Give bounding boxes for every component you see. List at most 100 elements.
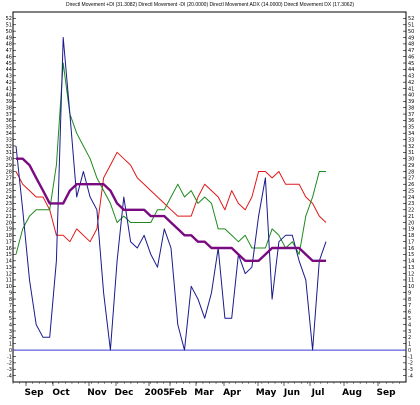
- y-tick-label-right: 48: [408, 42, 414, 48]
- y-tick-label-left: 18: [6, 233, 12, 239]
- y-tick-label-right: 29: [408, 163, 414, 169]
- y-tick-label-right: 46: [408, 54, 414, 60]
- y-tick-label-left: 6: [9, 310, 12, 316]
- y-tick-label-right: 30: [408, 157, 414, 163]
- y-tick-label-left: 41: [6, 86, 12, 92]
- y-tick-label-left: 25: [6, 188, 12, 194]
- y-tick-label-right: 38: [408, 105, 414, 111]
- y-tick-label-left: 24: [6, 195, 12, 201]
- y-tick-label-right: 22: [408, 208, 414, 214]
- y-tick-label-left: 15: [6, 252, 12, 258]
- y-tick-label-left: 0: [9, 348, 12, 354]
- y-tick-label-right: -1: [408, 354, 413, 360]
- y-tick-label-left: 12: [6, 271, 12, 277]
- y-tick-label-left: 50: [6, 29, 12, 35]
- y-tick-label-left: -2: [7, 361, 12, 367]
- y-tick-label-left: 11: [6, 278, 12, 284]
- y-tick-label-left: 33: [6, 137, 12, 143]
- y-tick-label-right: 42: [408, 80, 414, 86]
- y-tick-label-left: 34: [6, 131, 12, 137]
- y-tick-label-right: 41: [408, 86, 414, 92]
- y-tick-label-left: 2: [9, 335, 12, 341]
- y-tick-label-right: 20: [408, 220, 414, 226]
- y-tick-label-right: 9: [408, 290, 411, 296]
- y-tick-label-right: 1: [408, 342, 411, 348]
- y-tick-label-left: 30: [6, 157, 12, 163]
- y-tick-label-right: 13: [408, 265, 414, 271]
- y-tick-label-left: 37: [6, 112, 12, 118]
- y-tick-label-right: 51: [408, 23, 414, 29]
- y-tick-label-right: 43: [408, 74, 414, 80]
- y-tick-label-right: 27: [408, 176, 414, 182]
- y-tick-label-left: 49: [6, 35, 12, 41]
- y-tick-label-left: 40: [6, 93, 12, 99]
- x-tick-label: Apr: [223, 388, 241, 398]
- y-tick-label-right: 16: [408, 246, 414, 252]
- y-tick-label-right: 24: [408, 195, 414, 201]
- y-tick-label-left: 14: [6, 259, 12, 265]
- y-tick-label-right: 14: [408, 259, 414, 265]
- y-tick-label-left: 1: [9, 342, 12, 348]
- y-tick-label-right: 34: [408, 131, 414, 137]
- y-tick-label-right: 49: [408, 35, 414, 41]
- y-tick-label-right: 11: [408, 278, 414, 284]
- y-tick-label-right: 8: [408, 297, 411, 303]
- y-tick-label-left: 36: [6, 118, 12, 124]
- y-tick-label-left: 42: [6, 80, 12, 86]
- y-tick-label-right: 5: [408, 316, 411, 322]
- y-tick-label-right: 37: [408, 112, 414, 118]
- x-tick-label: May: [256, 388, 277, 398]
- y-tick-label-right: 44: [408, 67, 414, 73]
- y-tick-label-left: 39: [6, 99, 12, 105]
- y-tick-label-right: 18: [408, 233, 414, 239]
- y-tick-label-right: 23: [408, 201, 414, 207]
- plot-frame: [12, 11, 407, 383]
- y-tick-label-left: 4: [9, 322, 12, 328]
- y-tick-label-right: 2: [408, 335, 411, 341]
- y-tick-label-right: 21: [408, 214, 414, 220]
- series-line-dx: [15, 37, 327, 351]
- y-tick-label-right: 32: [408, 144, 414, 150]
- y-tick-label-left: 32: [6, 144, 12, 150]
- y-tick-label-right: 6: [408, 310, 411, 316]
- y-tick-label-left: 17: [6, 239, 12, 245]
- y-tick-label-right: 35: [408, 125, 414, 131]
- y-tick-label-right: 10: [408, 284, 414, 290]
- y-tick-label-left: 9: [9, 290, 12, 296]
- y-tick-label-left: 8: [9, 297, 12, 303]
- series-line-adx: [16, 157, 326, 262]
- y-tick-label-right: 45: [408, 61, 414, 67]
- y-tick-label-right: 19: [408, 227, 414, 233]
- y-tick-label-left: 26: [6, 182, 12, 188]
- y-tick-label-left: 27: [6, 176, 12, 182]
- y-tick-label-left: 48: [6, 42, 12, 48]
- y-tick-label-right: 50: [408, 29, 414, 35]
- y-tick-label-left: 46: [6, 54, 12, 60]
- y-tick-label-right: 17: [408, 239, 414, 245]
- series-line-minus-di: [15, 151, 327, 243]
- y-tick-label-right: 31: [408, 150, 414, 156]
- y-tick-label-left: 28: [6, 169, 12, 175]
- x-tick-label: Sep: [376, 388, 396, 398]
- y-tick-label-left: 29: [6, 163, 12, 169]
- y-tick-label-left: 3: [9, 329, 12, 335]
- y-tick-label-right: 28: [408, 169, 414, 175]
- x-tick-label: Oct: [52, 388, 70, 398]
- y-tick-label-left: 47: [6, 48, 12, 54]
- y-tick-label-left: 13: [6, 265, 12, 271]
- y-tick-label-left: 10: [6, 284, 12, 290]
- y-tick-label-right: 52: [408, 16, 414, 22]
- y-tick-label-left: 16: [6, 246, 12, 252]
- y-tick-label-left: 51: [6, 23, 12, 29]
- y-tick-label-right: 0: [408, 348, 411, 354]
- y-tick-label-left: -3: [7, 367, 12, 373]
- y-tick-label-left: 52: [6, 16, 12, 22]
- y-tick-label-left: 38: [6, 105, 12, 111]
- x-tick-label: Mar: [194, 388, 214, 398]
- y-tick-label-right: 7: [408, 303, 411, 309]
- y-tick-label-right: 3: [408, 329, 411, 335]
- y-tick-label-right: 36: [408, 118, 414, 124]
- y-tick-label-left: 44: [6, 67, 12, 73]
- y-tick-label-left: 45: [6, 61, 12, 67]
